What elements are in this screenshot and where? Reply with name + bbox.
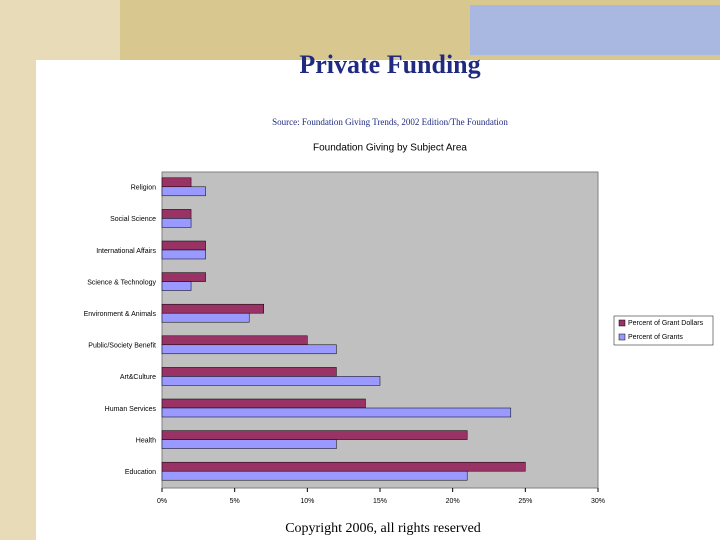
bar xyxy=(161,272,206,282)
y-tick-label: Public/Society Benefit xyxy=(88,343,156,350)
bar xyxy=(161,470,468,481)
legend-box xyxy=(613,315,714,346)
bar xyxy=(161,312,250,323)
chart-title: Foundation Giving by Subject Area xyxy=(313,143,467,154)
footer: Copyright 2006, all rights reserved xyxy=(285,521,481,536)
bar xyxy=(161,367,337,377)
y-tick-label: Religion xyxy=(131,185,156,192)
y-tick-label: Health xyxy=(136,437,156,444)
y-tick-label: Environment & Animals xyxy=(84,311,157,318)
bar xyxy=(161,218,192,228)
bar xyxy=(161,430,468,440)
y-tick-label: Science & Technology xyxy=(87,279,156,286)
bar xyxy=(161,344,337,355)
slide-title: Private Funding xyxy=(299,50,480,79)
bar xyxy=(161,335,308,346)
x-tick-label: 20% xyxy=(446,498,460,505)
legend-label: Percent of Grant Dollars xyxy=(628,320,704,327)
bar xyxy=(161,376,381,386)
bar xyxy=(161,177,192,188)
x-tick-label: 10% xyxy=(300,498,314,505)
bar xyxy=(161,249,206,260)
legend-swatch xyxy=(618,319,626,327)
y-tick-label: Art&Culture xyxy=(120,374,156,381)
bar xyxy=(161,398,366,409)
y-tick-label: Social Science xyxy=(110,216,156,223)
bar xyxy=(161,407,512,418)
x-tick-label: 25% xyxy=(518,498,532,505)
bar xyxy=(161,186,206,197)
bar xyxy=(161,303,264,314)
legend-swatch xyxy=(618,333,626,341)
bar xyxy=(161,281,192,291)
y-tick-label: Education xyxy=(125,469,156,476)
bar xyxy=(161,439,337,449)
bar xyxy=(161,461,526,472)
bar xyxy=(161,240,206,251)
bar xyxy=(161,209,192,219)
source: Source: Foundation Giving Trends, 2002 E… xyxy=(272,117,508,127)
x-tick-label: 30% xyxy=(591,498,605,505)
legend-label: Percent of Grants xyxy=(628,334,683,341)
x-tick-label: 5% xyxy=(230,498,240,505)
y-tick-label: Human Services xyxy=(105,406,157,413)
decor-flowers xyxy=(470,5,720,55)
y-tick-label: International Affairs xyxy=(96,248,156,255)
x-tick-label: 15% xyxy=(373,498,387,505)
x-tick-label: 0% xyxy=(157,498,167,505)
